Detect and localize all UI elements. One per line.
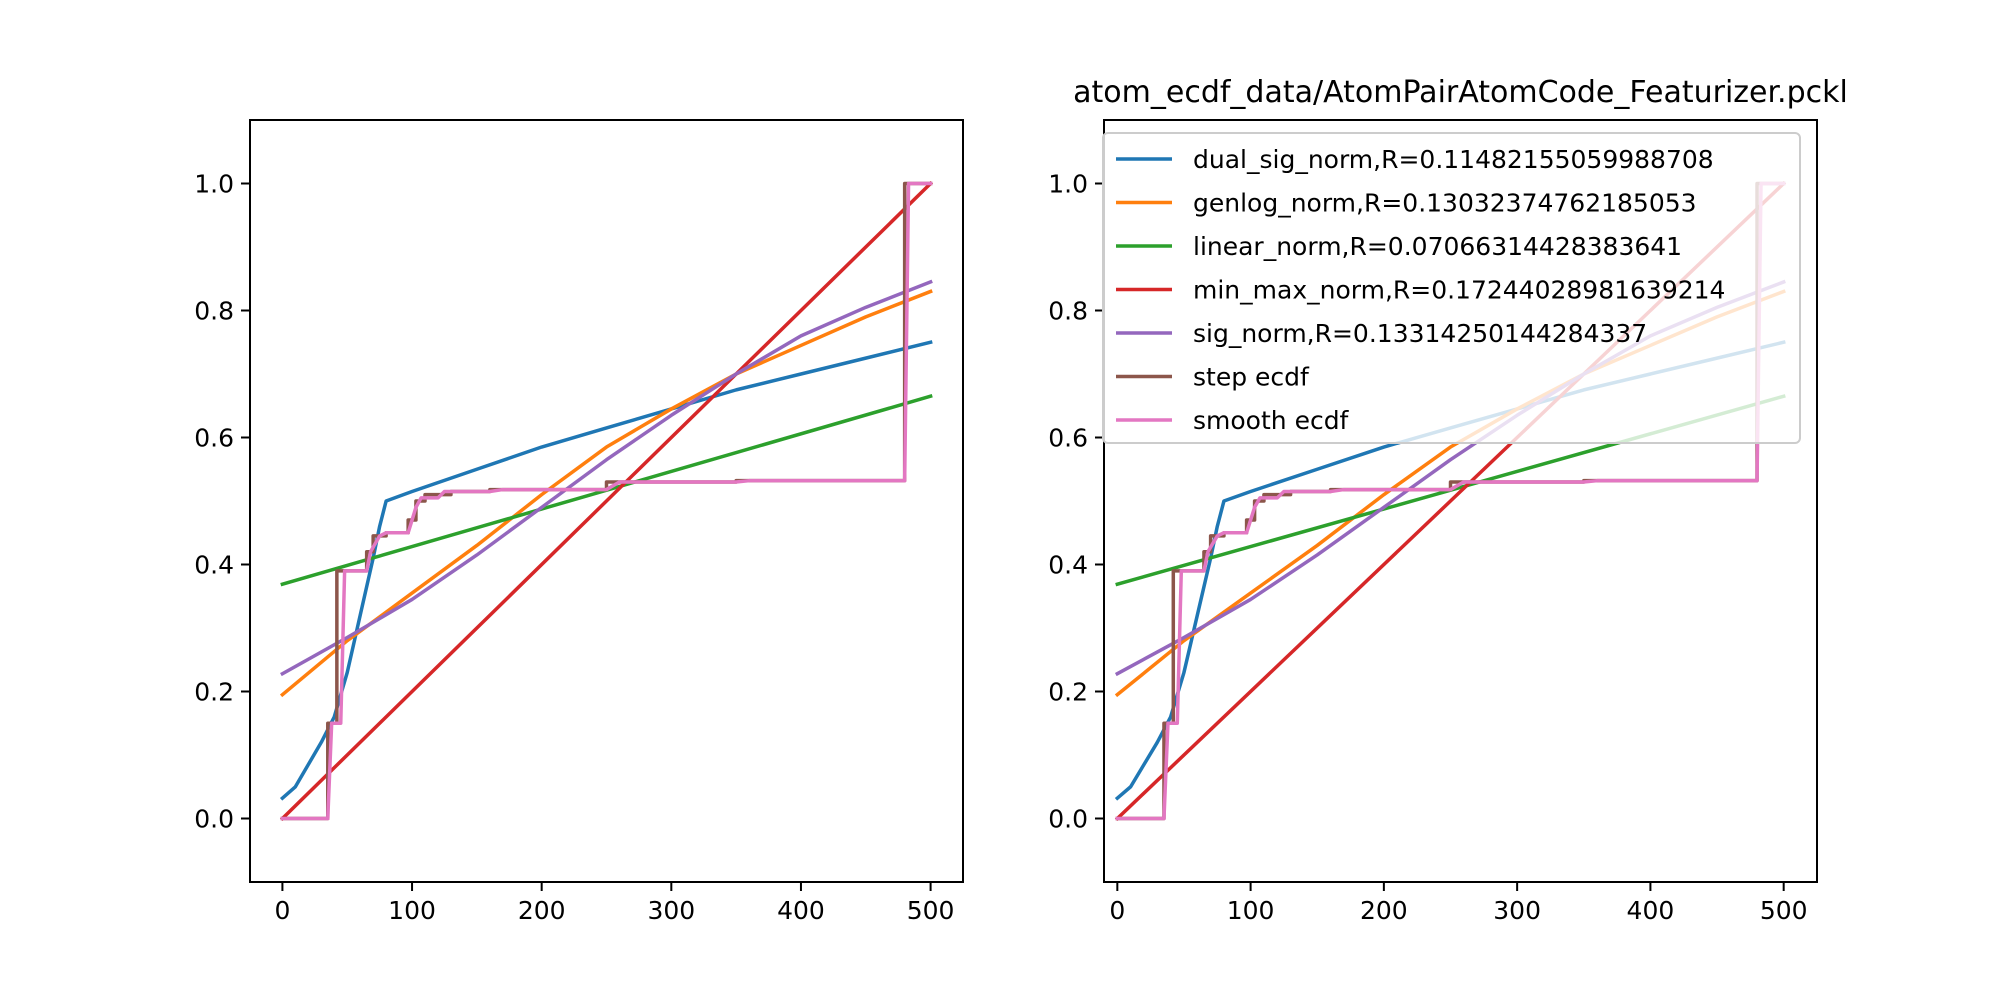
x-tick-label: 400	[777, 896, 825, 925]
legend-label: smooth ecdf	[1193, 406, 1350, 435]
legend-label: linear_norm,R=0.07066314428383641	[1193, 232, 1682, 261]
legend: dual_sig_norm,R=0.11482155059988708genlo…	[1102, 132, 1801, 444]
y-tick-label: 0.6	[194, 424, 234, 453]
y-tick-label: 0.2	[1048, 678, 1088, 707]
y-tick-label: 0.6	[1048, 424, 1088, 453]
x-tick-label: 500	[1760, 896, 1808, 925]
series-group	[279, 181, 934, 821]
series-line-smooth-ecdf	[1115, 181, 1786, 821]
series-line-dual-sig-norm	[279, 340, 933, 801]
x-tick-label: 0	[1109, 896, 1125, 925]
series-line-genlog-norm	[279, 289, 933, 698]
axes-frame	[1103, 119, 1818, 883]
legend-label: sig_norm,R=0.13314250144284337	[1193, 319, 1647, 348]
x-tick-label: 0	[274, 896, 290, 925]
x-tick-label: 200	[1360, 896, 1408, 925]
y-tick-label: 0.8	[1048, 297, 1088, 326]
x-tick-label: 200	[518, 896, 566, 925]
y-tick-label: 1.0	[194, 170, 234, 199]
legend-label: step ecdf	[1193, 363, 1310, 392]
chart-title: atom_ecdf_data/AtomPairAtomCode_Featuriz…	[1073, 75, 1848, 110]
y-tick-label: 0.0	[1048, 805, 1088, 834]
y-tick-label: 0.4	[194, 551, 234, 580]
series-line-min-max-norm	[279, 181, 934, 821]
legend-box	[1102, 132, 1801, 444]
x-tick-label: 300	[647, 896, 695, 925]
x-tick-label: 100	[1227, 896, 1275, 925]
chart-panel-2: atom_ecdf_data/AtomPairAtomCode_Featuriz…	[1048, 75, 1848, 925]
legend-label: genlog_norm,R=0.13032374762185053	[1193, 189, 1697, 218]
legend-label: min_max_norm,R=0.17244028981639214	[1193, 276, 1725, 305]
series-line-sig-norm	[280, 279, 933, 677]
y-tick-label: 0.0	[194, 805, 234, 834]
y-tick-label: 1.0	[1048, 170, 1088, 199]
x-tick-label: 400	[1627, 896, 1675, 925]
y-tick-label: 0.8	[194, 297, 234, 326]
y-tick-label: 0.2	[194, 678, 234, 707]
legend-label: dual_sig_norm,R=0.11482155059988708	[1193, 145, 1714, 174]
x-tick-label: 500	[907, 896, 955, 925]
x-tick-label: 300	[1493, 896, 1541, 925]
series-line-smooth-ecdf	[280, 181, 933, 821]
chart-panel-1: 0 100 200 300 400 500 0.0 0.2 0.4 0.6 0.8 1.0	[194, 119, 964, 925]
panels: 0 100 200 300 400 500 0.0 0.2 0.4 0.6 0.8 1.0 atom_e…	[194, 75, 1848, 925]
y-tick-label: 0.4	[1048, 551, 1088, 580]
x-tick-label: 100	[388, 896, 436, 925]
axes-frame	[249, 119, 964, 883]
